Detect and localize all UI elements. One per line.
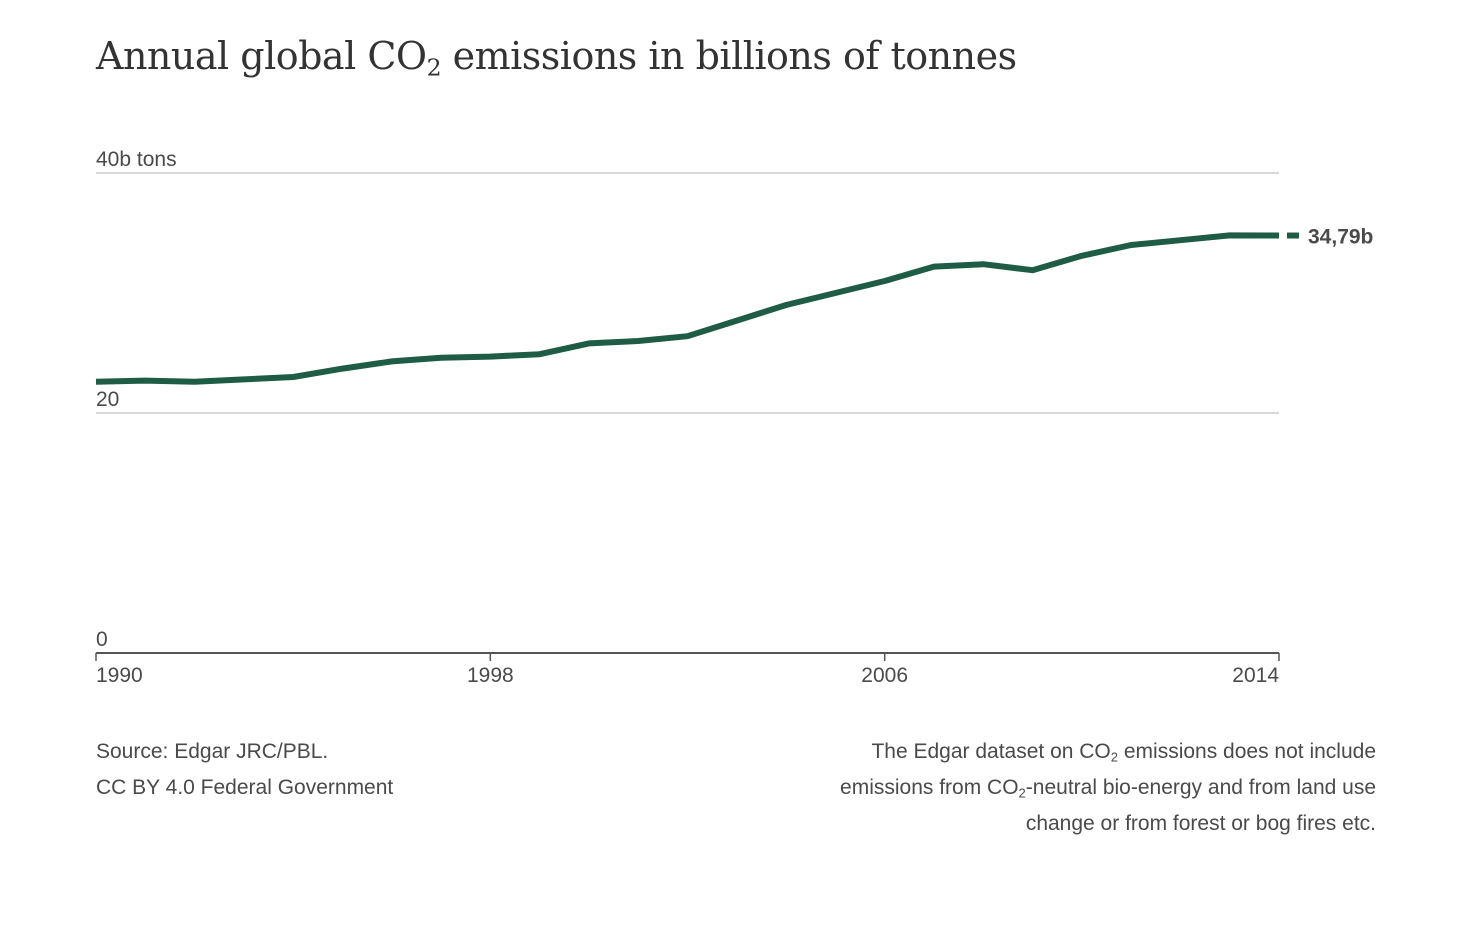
note-line-2-suffix: -neutral bio-energy and from land use bbox=[1025, 776, 1376, 799]
x-tick-label-2014: 2014 bbox=[1232, 664, 1279, 687]
y-tick-label-0: 0 bbox=[96, 628, 108, 651]
y-tick-label-20: 20 bbox=[96, 388, 119, 411]
dataset-note: The Edgar dataset on CO2 emissions does … bbox=[736, 734, 1376, 842]
chart-title-prefix: Annual global CO bbox=[96, 34, 427, 78]
x-tick-label-1990: 1990 bbox=[96, 664, 143, 687]
source-credits: Source: Edgar JRC/PBL. CC BY 4.0 Federal… bbox=[96, 734, 393, 806]
source-line: Source: Edgar JRC/PBL. bbox=[96, 740, 329, 763]
x-tick-label-1998: 1998 bbox=[467, 664, 514, 687]
chart-title-subscript: 2 bbox=[426, 53, 442, 82]
note-line-3: change or from forest or bog fires etc. bbox=[1025, 812, 1376, 835]
y-tick-label-40: 40b tons bbox=[96, 148, 177, 171]
series-layer bbox=[95, 232, 1280, 385]
note-line-2-prefix: emissions from CO bbox=[840, 776, 1019, 799]
note-line-1-prefix: The Edgar dataset on CO bbox=[871, 740, 1111, 763]
note-line-1: The Edgar dataset on CO2 emissions does … bbox=[736, 734, 1376, 770]
x-axis: 1990 1998 2006 2014 bbox=[95, 652, 1280, 687]
emissions-line-chart: 0 20 40b tons 1990 1998 2006 2014 34,79b bbox=[95, 148, 1373, 687]
x-tick-label-2006: 2006 bbox=[861, 664, 908, 687]
chart-title-suffix: emissions in billions of tonnes bbox=[441, 34, 1017, 78]
chart-title: Annual global CO2 emissions in billions … bbox=[96, 34, 1017, 79]
end-label-layer: 34,79b bbox=[1287, 226, 1373, 249]
license-line: CC BY 4.0 Federal Government bbox=[96, 776, 394, 799]
note-line-2-subscript: 2 bbox=[1018, 785, 1026, 801]
note-line-2: emissions from CO2-neutral bio-energy an… bbox=[736, 770, 1376, 806]
end-value-label: 34,79b bbox=[1308, 226, 1373, 249]
note-line-1-subscript: 2 bbox=[1110, 749, 1119, 765]
y-tick-labels: 0 20 40b tons bbox=[96, 148, 177, 651]
series-line-0 bbox=[95, 232, 1280, 385]
grid-lines bbox=[96, 172, 1279, 414]
note-line-1-suffix: emissions does not include bbox=[1118, 740, 1376, 763]
